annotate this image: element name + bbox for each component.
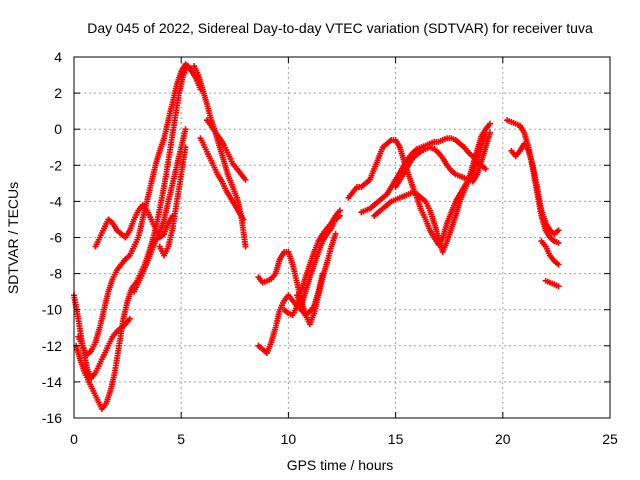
series-track-16 [371, 120, 493, 255]
series-track-8 [197, 135, 247, 223]
data-point [336, 207, 343, 214]
x-tick-labels: 0 5 10 15 20 25 [70, 431, 618, 447]
series-track-21 [542, 277, 562, 290]
y-tick-label: -14 [42, 374, 62, 390]
data-point [486, 120, 493, 127]
series-track-5 [131, 126, 189, 295]
data-point [242, 176, 249, 183]
series-track-18 [504, 117, 562, 246]
y-tick-label: 4 [54, 49, 62, 65]
data-point [555, 283, 562, 290]
y-tick-label: -8 [50, 266, 63, 282]
data-point [182, 126, 189, 133]
x-axis-title: GPS time / hours [287, 457, 394, 473]
data-point [555, 261, 562, 268]
series-track-3 [75, 61, 198, 358]
chart-title: Day 045 of 2022, Sidereal Day-to-day VTE… [87, 20, 593, 36]
data-point [555, 239, 562, 246]
x-tick-label: 0 [70, 431, 78, 447]
y-tick-labels: -16 -14 -12 -10 -8 -6 -4 -2 0 2 4 [42, 49, 62, 426]
series-track-13 [293, 212, 343, 310]
data-point [240, 216, 247, 223]
data-point [126, 315, 133, 322]
series-track-1 [71, 292, 133, 382]
y-tick-label: 2 [54, 85, 62, 101]
y-tick-label: 0 [54, 121, 62, 137]
y-tick-label: -12 [42, 338, 62, 354]
x-tick-label: 5 [177, 431, 185, 447]
series-track-17 [392, 129, 493, 190]
y-tick-label: -16 [42, 410, 62, 426]
axis-ticks [73, 56, 611, 419]
y-tick-label: -2 [50, 157, 63, 173]
x-tick-label: 25 [602, 431, 618, 447]
y-tick-label: -6 [50, 230, 63, 246]
data-point [182, 144, 189, 151]
data-marks [71, 61, 562, 412]
series-track-4 [92, 202, 176, 250]
x-tick-label: 15 [388, 431, 404, 447]
data-point [482, 165, 489, 172]
data-point [332, 230, 339, 237]
series-track-11 [255, 230, 339, 328]
series-track-20 [538, 238, 562, 268]
data-point [486, 129, 493, 136]
series-track-6 [191, 63, 249, 250]
x-tick-label: 20 [495, 431, 511, 447]
data-point [242, 243, 249, 250]
series-track-7 [203, 117, 249, 183]
data-point [555, 227, 562, 234]
series-track-19 [508, 140, 562, 237]
y-tick-label: -4 [50, 193, 63, 209]
data-point [336, 212, 343, 219]
series-track-9 [156, 144, 189, 259]
y-axis-title: SDTVAR / TECUs [5, 182, 21, 294]
x-tick-label: 10 [281, 431, 297, 447]
y-tick-label: -10 [42, 302, 62, 318]
